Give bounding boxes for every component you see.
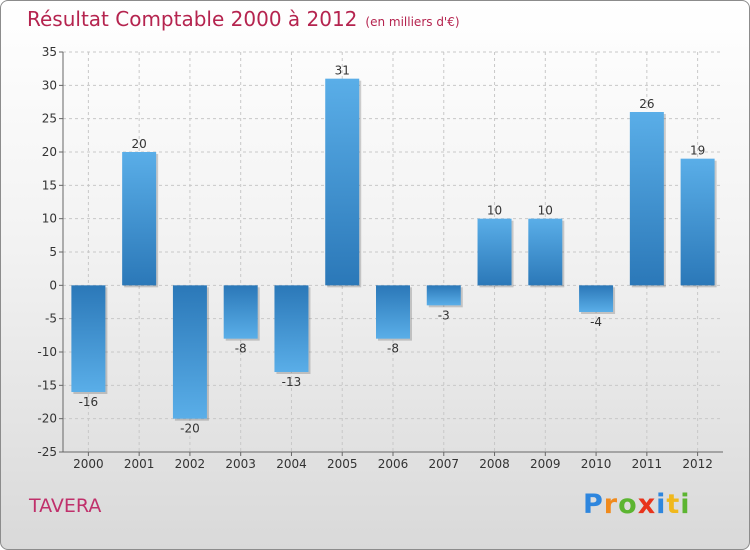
value-label: -16 bbox=[79, 395, 99, 409]
value-label: 31 bbox=[335, 64, 350, 78]
x-tick-label: 2000 bbox=[73, 457, 104, 471]
bar-2006 bbox=[376, 285, 410, 339]
logo-letter: P bbox=[583, 489, 604, 520]
bar-2012 bbox=[680, 158, 715, 286]
logo-letter: i bbox=[656, 489, 667, 520]
value-label: -8 bbox=[387, 342, 399, 356]
logo-letter: o bbox=[618, 489, 638, 520]
value-label: 19 bbox=[690, 144, 705, 158]
value-label: -20 bbox=[180, 422, 200, 436]
y-tick-label: 5 bbox=[49, 245, 57, 259]
unit-label: (en milliers d'€) bbox=[365, 15, 460, 29]
y-tick-label: -15 bbox=[37, 378, 57, 392]
y-tick-label: -25 bbox=[37, 445, 57, 459]
value-label: 20 bbox=[132, 137, 147, 151]
bar-2008 bbox=[477, 218, 512, 286]
title-text: Résultat Comptable 2000 à 2012 bbox=[27, 7, 358, 31]
x-tick-label: 2003 bbox=[225, 457, 256, 471]
y-tick-label: 35 bbox=[42, 45, 57, 59]
bar-2000 bbox=[71, 285, 106, 392]
proxiti-logo: Proxiti bbox=[583, 489, 691, 520]
chart-title: Résultat Comptable 2000 à 2012 (en millie… bbox=[27, 7, 460, 31]
x-tick-label: 2004 bbox=[276, 457, 307, 471]
x-tick-label: 2009 bbox=[530, 457, 561, 471]
bar-2005 bbox=[325, 78, 360, 286]
value-label: 26 bbox=[639, 97, 654, 111]
place-name: TAVERA bbox=[29, 495, 102, 517]
x-tick-label: 2006 bbox=[378, 457, 409, 471]
x-tick-label: 2005 bbox=[327, 457, 358, 471]
bar-2002 bbox=[172, 285, 207, 419]
y-tick-label: -10 bbox=[37, 345, 57, 359]
bar-2004 bbox=[274, 285, 309, 372]
bar-2007 bbox=[426, 285, 461, 306]
y-tick-label: 0 bbox=[49, 278, 57, 292]
bar-2001 bbox=[122, 152, 157, 286]
value-label: -8 bbox=[235, 342, 247, 356]
x-tick-label: 2008 bbox=[479, 457, 510, 471]
value-label: -4 bbox=[590, 315, 602, 329]
bar-2003 bbox=[223, 285, 258, 339]
y-tick-label: 25 bbox=[42, 112, 57, 126]
logo-letter: x bbox=[637, 489, 657, 520]
value-label: -3 bbox=[438, 308, 450, 322]
value-label: -13 bbox=[282, 375, 302, 389]
x-tick-label: 2007 bbox=[428, 457, 459, 471]
y-tick-label: 30 bbox=[42, 78, 57, 92]
x-tick-label: 2010 bbox=[581, 457, 612, 471]
logo-letter: i bbox=[680, 489, 691, 520]
bar-2011 bbox=[629, 112, 664, 286]
bar-2010 bbox=[579, 285, 614, 312]
value-label: 10 bbox=[487, 204, 502, 218]
value-label: 10 bbox=[538, 204, 553, 218]
y-tick-label: 20 bbox=[42, 145, 57, 159]
logo-letter: t bbox=[666, 489, 681, 520]
x-tick-label: 2002 bbox=[175, 457, 206, 471]
x-tick-label: 2011 bbox=[632, 457, 663, 471]
y-tick-label: 10 bbox=[42, 212, 57, 226]
x-tick-label: 2001 bbox=[124, 457, 155, 471]
y-tick-label: -20 bbox=[37, 412, 57, 426]
y-tick-label: -5 bbox=[45, 312, 57, 326]
y-tick-label: 15 bbox=[42, 178, 57, 192]
x-tick-label: 2012 bbox=[682, 457, 713, 471]
bar-2009 bbox=[528, 218, 563, 286]
logo-letter: r bbox=[603, 489, 619, 520]
